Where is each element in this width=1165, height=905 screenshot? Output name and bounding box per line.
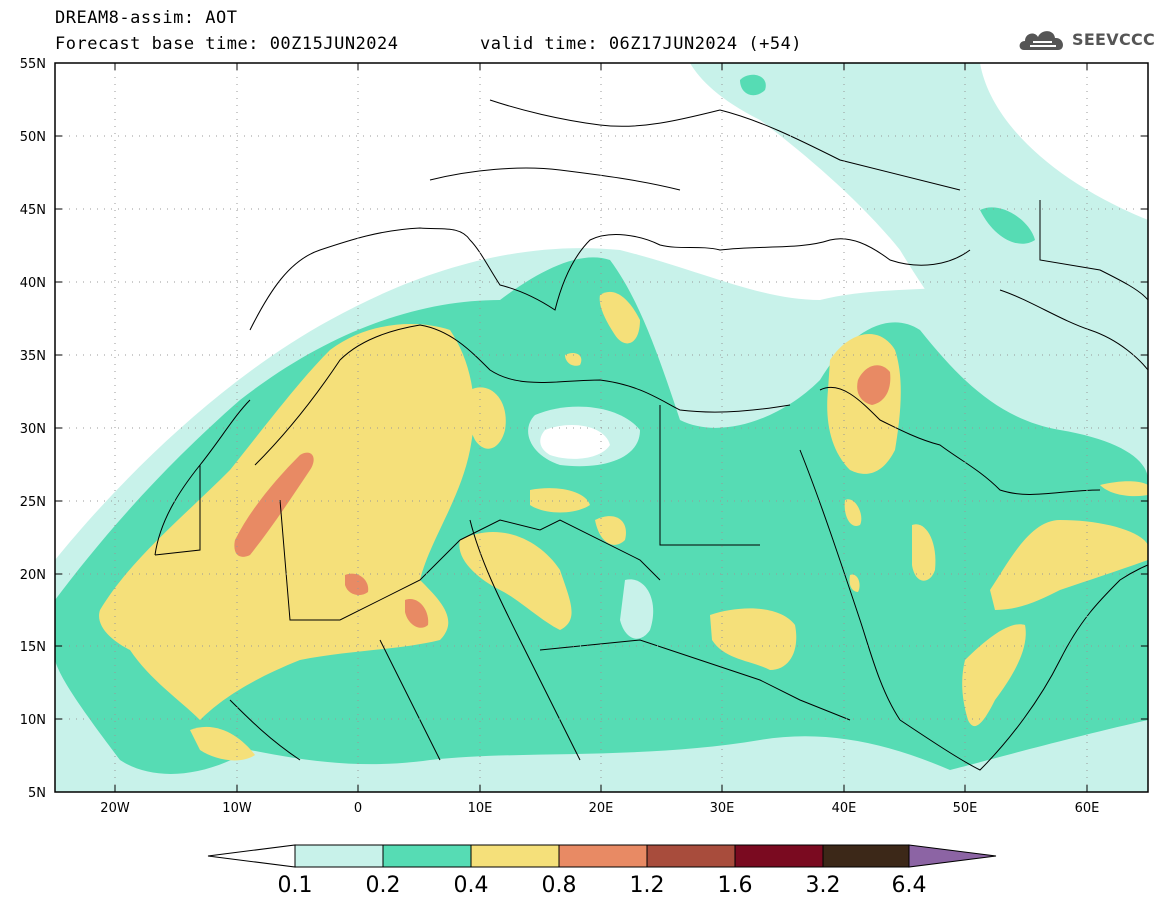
colorbar-swatch-0.1: [294, 844, 384, 868]
valid-time: valid time: 06Z17JUN2024 (+54): [480, 34, 803, 54]
colorbar-overflow: [908, 844, 997, 868]
aot-below-0.1-holes: [540, 425, 610, 459]
lon-label: 20W: [100, 801, 130, 816]
colorbar-label: 0.8: [542, 873, 577, 898]
lat-label: 5N: [28, 786, 46, 801]
colorbar-swatch-0.8: [558, 844, 648, 868]
colorbar-label: 6.4: [892, 873, 927, 898]
lon-label: 20E: [589, 801, 614, 816]
lat-label: 15N: [20, 640, 46, 655]
lat-label: 45N: [20, 203, 46, 218]
aot-contours: [55, 63, 1148, 792]
colorbar: [207, 844, 997, 868]
colorbar-swatch-3.2: [822, 844, 910, 868]
logo-text: SEEVCCC: [1072, 29, 1156, 49]
lon-tick-marks: [114, 63, 1088, 792]
colorbar-swatch-0.4: [470, 844, 560, 868]
lon-label: 10W: [222, 801, 252, 816]
lat-label: 35N: [20, 349, 46, 364]
lat-tick-marks: [55, 62, 1148, 793]
lat-label: 40N: [20, 276, 46, 291]
colorbar-label: 3.2: [806, 873, 841, 898]
colorbar-label: 1.2: [630, 873, 665, 898]
lat-labels: 5N 10N 15N 20N 25N 30N 35N 40N 45N 50N 5…: [20, 57, 46, 801]
lat-label: 10N: [20, 713, 46, 728]
lon-label: 30E: [710, 801, 735, 816]
map-title: DREAM8-assim: AOT: [55, 8, 238, 28]
lon-label: 40E: [832, 801, 857, 816]
forecast-base-time: Forecast base time: 00Z15JUN2024: [55, 34, 399, 54]
lon-label: 10E: [468, 801, 493, 816]
lon-label: 60E: [1075, 801, 1100, 816]
lat-label: 25N: [20, 495, 46, 510]
lat-label: 30N: [20, 422, 46, 437]
colorbar-label: 1.6: [718, 873, 753, 898]
cloud-logo-icon: [1019, 31, 1064, 50]
colorbar-labels: 0.1 0.2 0.4 0.8 1.2 1.6 3.2 6.4: [278, 873, 927, 898]
lon-label: 50E: [953, 801, 978, 816]
grid-lines: [55, 63, 1148, 792]
colorbar-swatch-0.2: [382, 844, 472, 868]
lon-labels: 20W 10W 0 10E 20E 30E 40E 50E 60E: [100, 801, 1099, 816]
lat-label: 50N: [20, 130, 46, 145]
aot-band-0.4-0.8: [99, 291, 1148, 761]
colorbar-swatch-1.2: [646, 844, 736, 868]
colorbar-swatch-1.6: [734, 844, 824, 868]
lat-label: 55N: [20, 57, 46, 72]
lon-label: 0: [354, 801, 362, 816]
seevccc-logo: SEEVCCC: [1018, 24, 1155, 54]
aot-band-0.8-1.2: [234, 365, 891, 628]
colorbar-label: 0.2: [366, 873, 401, 898]
colorbar-label: 0.1: [278, 873, 313, 898]
colorbar-underflow: [207, 844, 296, 868]
lat-label: 20N: [20, 568, 46, 583]
coastlines: [154, 99, 1148, 771]
colorbar-label: 0.4: [454, 873, 489, 898]
